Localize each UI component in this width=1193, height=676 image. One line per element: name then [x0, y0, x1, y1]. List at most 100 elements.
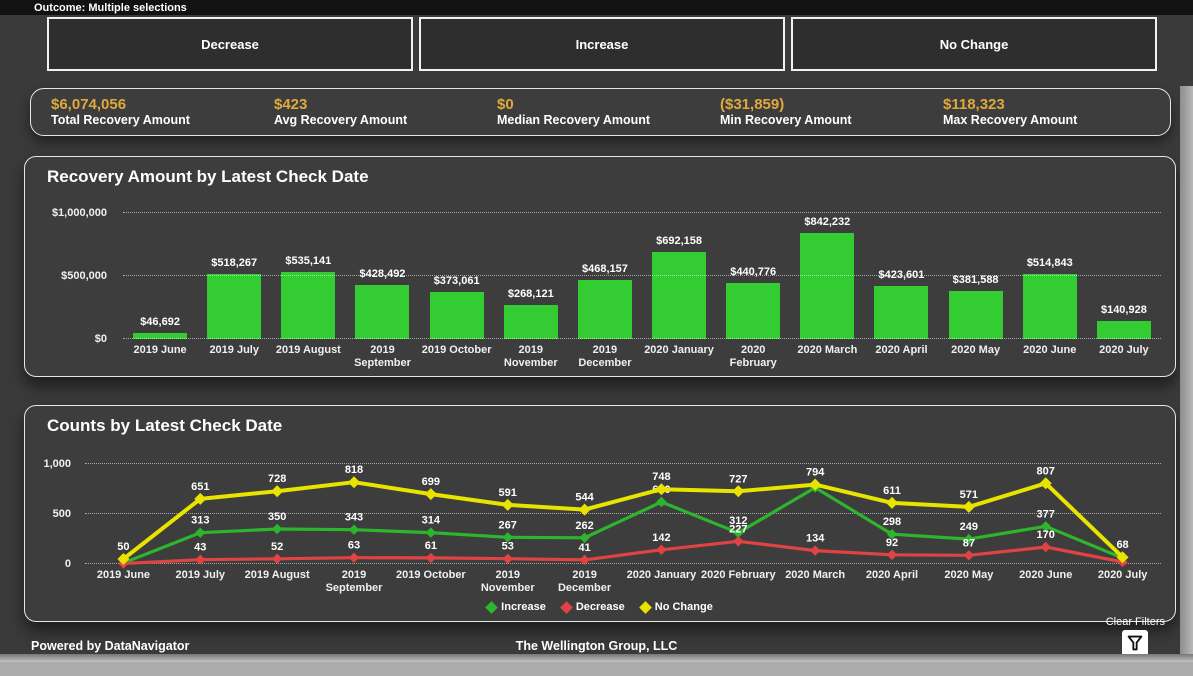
- data-point-marker[interactable]: [963, 550, 975, 561]
- data-point-label: 63: [348, 540, 360, 552]
- bar-11[interactable]: [948, 290, 1003, 339]
- clear-filters-button[interactable]: Clear Filters: [1106, 616, 1165, 656]
- data-point-marker[interactable]: [655, 483, 668, 496]
- bar-5[interactable]: [503, 305, 558, 339]
- x-axis-label: 2020 January: [644, 344, 714, 356]
- data-point-marker[interactable]: [809, 478, 822, 491]
- data-point-marker[interactable]: [886, 549, 898, 560]
- funnel-icon[interactable]: [1122, 630, 1149, 656]
- data-point-marker[interactable]: [1039, 477, 1052, 490]
- data-point-label: 170: [1037, 529, 1055, 541]
- legend-label: Decrease: [575, 601, 625, 613]
- data-point-label: 50: [117, 541, 129, 553]
- x-axis-label: 2020 June: [1023, 344, 1077, 356]
- data-point-marker[interactable]: [271, 485, 284, 498]
- legend-diamond-icon: [638, 600, 652, 614]
- data-point-label: 314: [422, 515, 441, 527]
- legend-item-increase[interactable]: Increase: [485, 600, 546, 614]
- data-point-marker[interactable]: [502, 553, 513, 564]
- data-point-label: 41: [578, 542, 590, 554]
- data-point-marker[interactable]: [348, 524, 360, 535]
- data-point-marker[interactable]: [425, 527, 437, 538]
- kpi-label: Min Recovery Amount: [720, 113, 852, 127]
- data-point-label: 350: [268, 511, 286, 523]
- data-point-marker[interactable]: [656, 496, 667, 508]
- x-axis-label: 2020 February: [729, 344, 777, 369]
- kpi-avg-recovery: $423 Avg Recovery Amount: [266, 96, 489, 128]
- data-point-marker[interactable]: [348, 552, 360, 563]
- bar-slot: $373,061: [420, 193, 494, 339]
- legend-item-decrease[interactable]: Decrease: [559, 600, 625, 614]
- bar-chart-title: Recovery Amount by Latest Check Date: [47, 167, 369, 186]
- line-series-decrease[interactable]: [123, 539, 1123, 566]
- y-axis-tick: $500,000: [61, 270, 107, 282]
- bar-value-label: $373,061: [433, 275, 480, 287]
- x-axis-label: 2020 January: [626, 569, 697, 581]
- bar-slot: $46,692: [123, 193, 197, 339]
- data-point-label: 727: [729, 473, 747, 485]
- bar-value-label: $140,928: [1100, 304, 1147, 317]
- data-point-marker[interactable]: [348, 476, 360, 489]
- kpi-label: Total Recovery Amount: [51, 113, 190, 127]
- x-axis-label: 2019 December: [578, 344, 632, 369]
- data-point-marker[interactable]: [732, 485, 745, 498]
- bar-1[interactable]: [207, 273, 262, 339]
- gridline: [123, 275, 1161, 276]
- bar-4[interactable]: [429, 292, 484, 339]
- x-axis-label: 2020 March: [785, 569, 846, 581]
- data-point-marker[interactable]: [1116, 551, 1129, 564]
- bar-0[interactable]: [133, 333, 188, 339]
- data-point-marker[interactable]: [117, 553, 130, 565]
- data-point-marker[interactable]: [1040, 541, 1051, 553]
- data-point-marker[interactable]: [579, 554, 590, 566]
- data-point-marker[interactable]: [733, 527, 744, 538]
- x-axis-label: 2019 October: [421, 344, 492, 356]
- data-point-label: 377: [1037, 508, 1055, 520]
- filter-button-increase[interactable]: Increase: [419, 17, 785, 71]
- data-point-marker[interactable]: [271, 523, 283, 535]
- data-point-marker[interactable]: [1040, 521, 1051, 532]
- bar-12[interactable]: [1022, 274, 1077, 339]
- data-point-marker[interactable]: [271, 553, 283, 564]
- data-point-marker[interactable]: [501, 498, 514, 511]
- filter-button-no-change[interactable]: No Change: [791, 17, 1157, 71]
- data-point-marker[interactable]: [424, 488, 437, 501]
- kpi-label: Max Recovery Amount: [943, 113, 1078, 127]
- bar-6[interactable]: [577, 280, 632, 339]
- data-point-marker[interactable]: [195, 527, 206, 538]
- bar-8[interactable]: [726, 283, 781, 339]
- bar-9[interactable]: [800, 232, 855, 339]
- outcome-filter-strip: Outcome: Multiple selections: [0, 0, 1193, 15]
- data-point-marker[interactable]: [425, 552, 437, 564]
- bar-10[interactable]: [874, 285, 929, 339]
- window-edge-bottom: [0, 654, 1193, 662]
- legend-item-no-change[interactable]: No Change: [638, 600, 713, 614]
- data-point-marker[interactable]: [733, 536, 744, 547]
- legend-diamond-icon: [485, 600, 499, 614]
- data-point-marker[interactable]: [886, 496, 898, 509]
- data-point-marker[interactable]: [578, 503, 591, 516]
- data-point-label: 312: [729, 515, 747, 527]
- bar-3[interactable]: [355, 285, 410, 339]
- data-point-marker[interactable]: [809, 545, 821, 556]
- y-axis-tick: $1,000,000: [51, 207, 107, 219]
- bar-13[interactable]: [1096, 321, 1151, 339]
- data-point-marker[interactable]: [656, 544, 667, 555]
- line-chart-legend: Increase Decrease No Change: [39, 595, 1161, 615]
- data-point-label: 142: [652, 532, 670, 544]
- data-point-label: 544: [575, 492, 594, 504]
- bar-2[interactable]: [281, 271, 336, 339]
- gridline: [85, 463, 1161, 464]
- bar-7[interactable]: [652, 251, 707, 339]
- data-point-label: 591: [499, 487, 517, 499]
- data-point-marker[interactable]: [194, 492, 207, 505]
- bar-value-label: $842,232: [804, 215, 851, 228]
- data-point-marker[interactable]: [962, 500, 975, 513]
- x-axis-label: 2019 December: [557, 569, 612, 594]
- line-series-no-change[interactable]: [122, 480, 1124, 561]
- line-series-increase[interactable]: [122, 485, 1124, 565]
- bar-slot: $423,601: [864, 193, 938, 339]
- x-axis-label: 2019 July: [209, 344, 259, 356]
- data-point-marker[interactable]: [195, 554, 206, 565]
- filter-button-decrease[interactable]: Decrease: [47, 17, 413, 71]
